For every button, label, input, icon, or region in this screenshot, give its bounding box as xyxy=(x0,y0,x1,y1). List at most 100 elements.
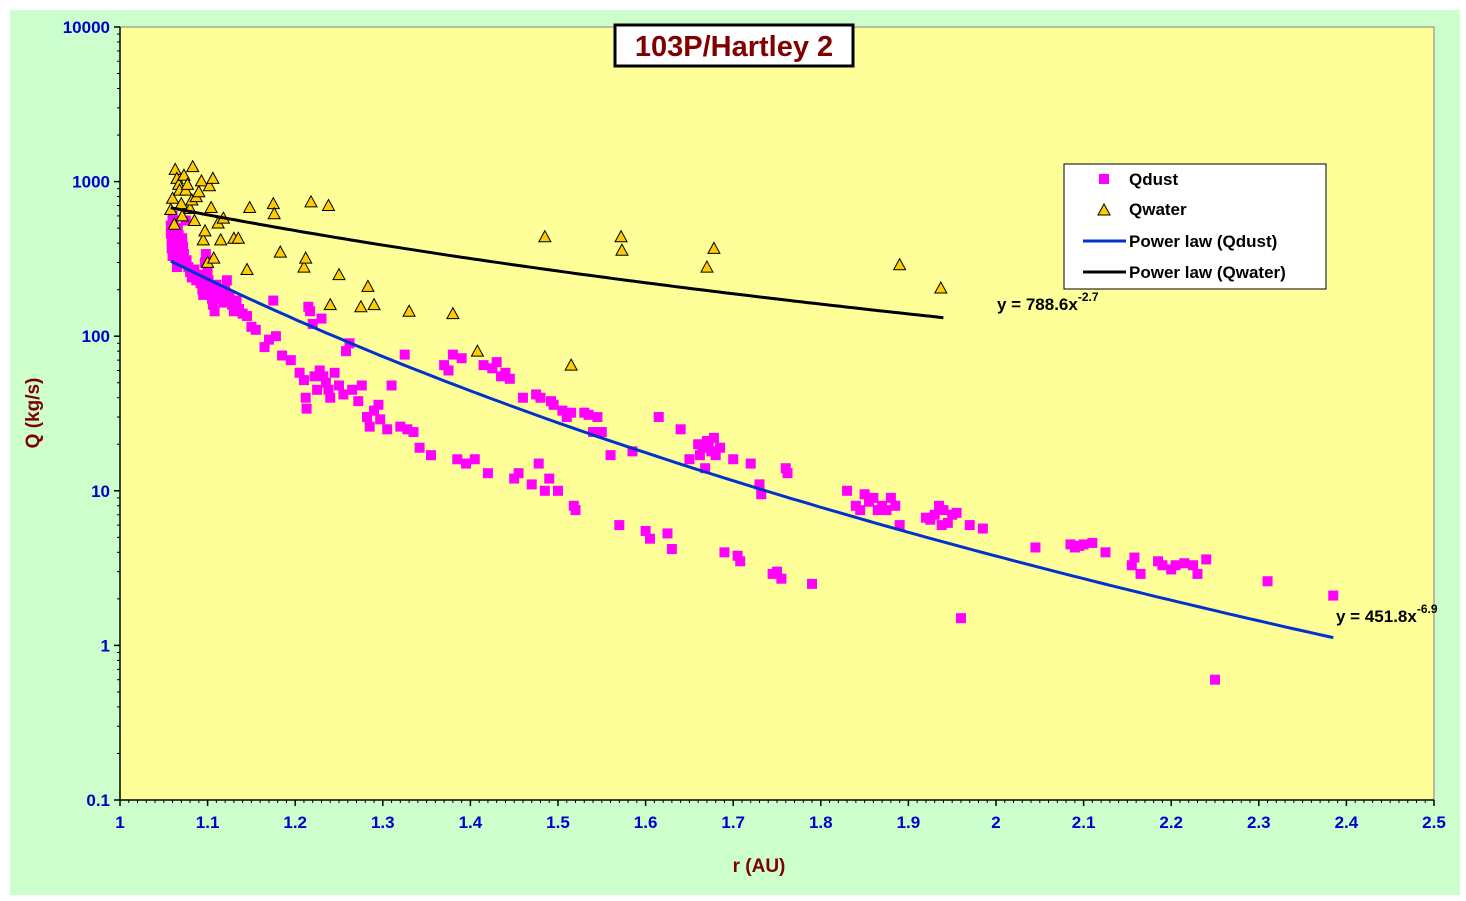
qwater-point-39 xyxy=(321,198,336,212)
y-axis-title: Q (kg/s) xyxy=(23,378,44,449)
qwater-point-37 xyxy=(298,251,313,264)
qdust-point-120 xyxy=(544,473,555,484)
qdust-point-76 xyxy=(325,392,336,403)
chart-title: 103P/Hartley 2 xyxy=(635,31,833,63)
qdust-point-137 xyxy=(640,525,651,536)
qdust-point-175 xyxy=(881,505,892,516)
qwater-point-2 xyxy=(167,217,182,230)
chart-title-box xyxy=(613,23,855,68)
qdust-point-101 xyxy=(452,454,463,465)
qwater-point-24 xyxy=(206,171,220,184)
qdust-point-177 xyxy=(890,500,901,511)
qdust-point-149 xyxy=(703,439,714,450)
qdust-point-156 xyxy=(732,550,743,561)
qdust-point-207 xyxy=(1192,568,1203,579)
qdust-point-77 xyxy=(329,367,340,378)
qdust-point-138 xyxy=(644,533,655,544)
qdust-series xyxy=(165,210,1339,685)
dust-fit-equation-base: y = 451.8x xyxy=(1336,607,1417,626)
qdust-point-159 xyxy=(754,479,765,490)
qdust-point-122 xyxy=(548,399,559,410)
qdust-point-167 xyxy=(842,485,853,496)
legend-qdust-marker xyxy=(1099,174,1109,184)
qdust-point-75 xyxy=(323,384,334,395)
y-tick-label-3: 100 xyxy=(82,327,110,346)
qdust-point-191 xyxy=(1030,542,1041,553)
qwater-point-32 xyxy=(242,200,257,213)
water-fit-equation-base: y = 788.6x xyxy=(997,295,1078,314)
x-tick-label-5: 1.5 xyxy=(546,813,570,832)
qdust-point-91 xyxy=(386,380,397,391)
qdust-point-140 xyxy=(662,528,673,539)
qdust-point-44 xyxy=(218,297,229,308)
qwater-point-36 xyxy=(297,260,311,273)
qdust-point-205 xyxy=(1179,558,1190,569)
x-tick-label-13: 2.3 xyxy=(1247,813,1271,832)
x-tick-label-3: 1.3 xyxy=(371,813,395,832)
dust-fit-equation: y = 451.8x-6.9 xyxy=(1336,602,1438,626)
x-tick-label-15: 2.5 xyxy=(1422,813,1446,832)
y-tick-label-0: 0.1 xyxy=(86,791,110,810)
qdust-point-178 xyxy=(894,520,905,531)
qdust-point-154 xyxy=(719,547,730,558)
qwater-point-19 xyxy=(196,232,211,246)
qdust-point-172 xyxy=(868,492,879,503)
qdust-point-89 xyxy=(375,414,386,425)
qdust-point-189 xyxy=(964,520,975,531)
qdust-point-166 xyxy=(807,578,818,589)
y-tick-label-1: 1 xyxy=(101,636,110,655)
qdust-point-197 xyxy=(1100,547,1111,558)
qdust-point-82 xyxy=(347,384,358,395)
qdust-point-104 xyxy=(469,454,480,465)
x-tick-label-9: 1.9 xyxy=(897,813,921,832)
qdust-point-92 xyxy=(395,421,406,432)
qdust-point-49 xyxy=(228,306,239,317)
legend-fit-water-label: Power law (Qwater) xyxy=(1129,263,1286,282)
qwater-point-46 xyxy=(446,306,460,320)
qdust-point-128 xyxy=(570,505,581,516)
qdust-point-31 xyxy=(197,284,208,295)
dust-fit-equation-exponent: -6.9 xyxy=(1417,602,1438,616)
qdust-point-69 xyxy=(309,371,320,382)
qdust-point-18 xyxy=(176,257,187,268)
qdust-point-97 xyxy=(425,450,436,461)
qdust-point-70 xyxy=(312,384,323,395)
qdust-point-73 xyxy=(318,371,329,382)
qdust-point-169 xyxy=(855,505,866,516)
qdust-point-200 xyxy=(1135,568,1146,579)
qdust-point-132 xyxy=(592,412,603,423)
qdust-point-88 xyxy=(373,399,384,410)
qdust-point-90 xyxy=(382,424,393,435)
chart-svg: 1 1.1 1.2 1.3 1.4 1.5 1.6 1.7 1.8 1.9 2 2.1 2.2 2.3 2.… xyxy=(23,18,1446,877)
qdust-point-83 xyxy=(353,396,364,407)
qwater-point-38 xyxy=(304,194,318,208)
qdust-point-32 xyxy=(198,289,209,300)
qdust-point-72 xyxy=(316,313,327,324)
qdust-point-21 xyxy=(178,249,189,260)
qdust-point-160 xyxy=(756,489,767,500)
qdust-point-134 xyxy=(605,450,616,461)
qdust-point-102 xyxy=(456,353,467,364)
qdust-point-157 xyxy=(735,556,746,567)
qdust-point-146 xyxy=(697,442,708,453)
qdust-point-210 xyxy=(1262,576,1273,587)
qdust-point-152 xyxy=(710,450,721,461)
qdust-point-142 xyxy=(675,424,686,435)
qdust-point-64 xyxy=(300,392,311,403)
qwater-point-31 xyxy=(240,262,254,276)
qdust-point-105 xyxy=(478,360,489,371)
qwater-point-42 xyxy=(354,299,368,313)
qdust-point-39 xyxy=(207,299,218,310)
qdust-point-126 xyxy=(566,407,577,418)
qdust-point-183 xyxy=(936,520,947,531)
y-axis-ticks: 0.1 1 10 100 1000 10000 xyxy=(63,18,120,810)
qdust-point-141 xyxy=(666,544,677,555)
qdust-point-187 xyxy=(951,507,962,518)
y-tick-label-4: 1000 xyxy=(72,173,110,192)
legend-qwater-label: Qwater xyxy=(1129,200,1187,219)
qdust-point-95 xyxy=(408,427,419,438)
qwater-point-30 xyxy=(231,231,246,244)
qdust-point-112 xyxy=(509,473,520,484)
x-tick-label-6: 1.6 xyxy=(634,813,658,832)
qdust-point-38 xyxy=(206,293,217,304)
